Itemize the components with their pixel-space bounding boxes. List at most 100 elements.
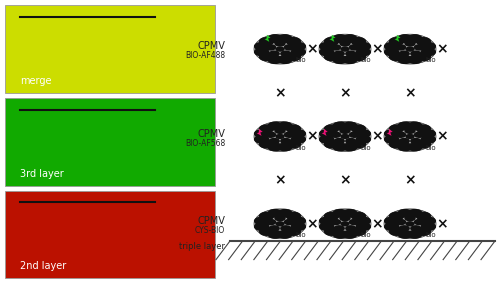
Circle shape — [290, 222, 306, 231]
Circle shape — [268, 34, 283, 43]
Circle shape — [340, 221, 349, 226]
Circle shape — [259, 124, 274, 133]
Circle shape — [414, 44, 425, 51]
Circle shape — [398, 55, 413, 64]
Circle shape — [389, 37, 404, 46]
Text: CPMV: CPMV — [197, 129, 225, 139]
Circle shape — [259, 212, 274, 221]
Circle shape — [284, 44, 295, 51]
Circle shape — [319, 216, 334, 226]
Circle shape — [259, 140, 274, 149]
Circle shape — [416, 140, 431, 149]
Circle shape — [274, 40, 285, 47]
Circle shape — [398, 230, 413, 239]
Circle shape — [254, 47, 270, 57]
Circle shape — [342, 230, 357, 239]
Circle shape — [384, 129, 400, 138]
Circle shape — [404, 215, 415, 221]
Circle shape — [277, 230, 292, 239]
Bar — [5, 98, 215, 186]
Text: bio: bio — [360, 57, 371, 63]
Circle shape — [280, 138, 291, 144]
Circle shape — [334, 138, 345, 144]
Text: ×: × — [274, 173, 286, 187]
Circle shape — [277, 121, 292, 130]
Polygon shape — [256, 129, 262, 136]
Circle shape — [414, 131, 425, 138]
Text: merge: merge — [20, 76, 52, 86]
Circle shape — [342, 209, 357, 218]
Circle shape — [398, 143, 413, 152]
Circle shape — [259, 227, 274, 236]
Text: bio: bio — [296, 232, 306, 238]
Circle shape — [407, 209, 422, 218]
Bar — [5, 5, 215, 93]
Circle shape — [259, 37, 274, 46]
Circle shape — [350, 227, 366, 236]
Circle shape — [416, 37, 431, 46]
Circle shape — [324, 52, 340, 61]
Circle shape — [324, 212, 340, 221]
Circle shape — [277, 55, 292, 64]
Circle shape — [389, 212, 404, 221]
Circle shape — [330, 219, 342, 225]
Circle shape — [268, 209, 283, 218]
Text: ×: × — [436, 217, 448, 231]
Circle shape — [277, 143, 292, 152]
Text: BIO-AF488: BIO-AF488 — [185, 51, 225, 61]
Text: 3rd layer: 3rd layer — [20, 168, 64, 179]
Text: triple layer: triple layer — [179, 243, 225, 251]
Text: bio: bio — [426, 57, 436, 63]
Circle shape — [356, 216, 371, 226]
Circle shape — [407, 55, 422, 64]
Circle shape — [265, 219, 276, 225]
Circle shape — [268, 138, 280, 144]
Circle shape — [384, 216, 400, 226]
Text: ×: × — [306, 42, 318, 56]
Circle shape — [254, 209, 306, 239]
Text: BIO-AF568: BIO-AF568 — [185, 139, 225, 148]
Circle shape — [254, 34, 306, 64]
Circle shape — [324, 37, 340, 46]
Circle shape — [398, 225, 410, 232]
Circle shape — [268, 51, 280, 57]
Circle shape — [290, 216, 306, 226]
Circle shape — [384, 135, 400, 144]
Circle shape — [277, 34, 292, 43]
Circle shape — [350, 124, 366, 133]
Circle shape — [342, 55, 357, 64]
Circle shape — [406, 221, 414, 226]
Circle shape — [286, 124, 301, 133]
Circle shape — [420, 47, 436, 57]
Circle shape — [276, 221, 284, 226]
Circle shape — [407, 143, 422, 152]
Circle shape — [407, 34, 422, 43]
Circle shape — [280, 225, 291, 232]
Text: ×: × — [372, 217, 384, 231]
Polygon shape — [386, 129, 392, 136]
Circle shape — [384, 34, 436, 64]
Text: ×: × — [306, 129, 318, 144]
Circle shape — [348, 44, 360, 51]
Circle shape — [356, 222, 371, 231]
Circle shape — [254, 129, 270, 138]
Circle shape — [406, 134, 414, 139]
Circle shape — [259, 52, 274, 61]
Circle shape — [286, 140, 301, 149]
Circle shape — [342, 121, 357, 130]
Polygon shape — [330, 35, 336, 42]
Circle shape — [332, 143, 348, 152]
Circle shape — [345, 138, 356, 144]
Circle shape — [342, 143, 357, 152]
Circle shape — [319, 47, 334, 57]
Polygon shape — [394, 35, 400, 42]
Circle shape — [286, 227, 301, 236]
Circle shape — [254, 222, 270, 231]
Circle shape — [389, 227, 404, 236]
Circle shape — [384, 47, 400, 57]
Text: CPMV: CPMV — [197, 41, 225, 51]
Circle shape — [276, 46, 284, 52]
Circle shape — [389, 124, 404, 133]
Circle shape — [324, 140, 340, 149]
Circle shape — [345, 51, 356, 57]
